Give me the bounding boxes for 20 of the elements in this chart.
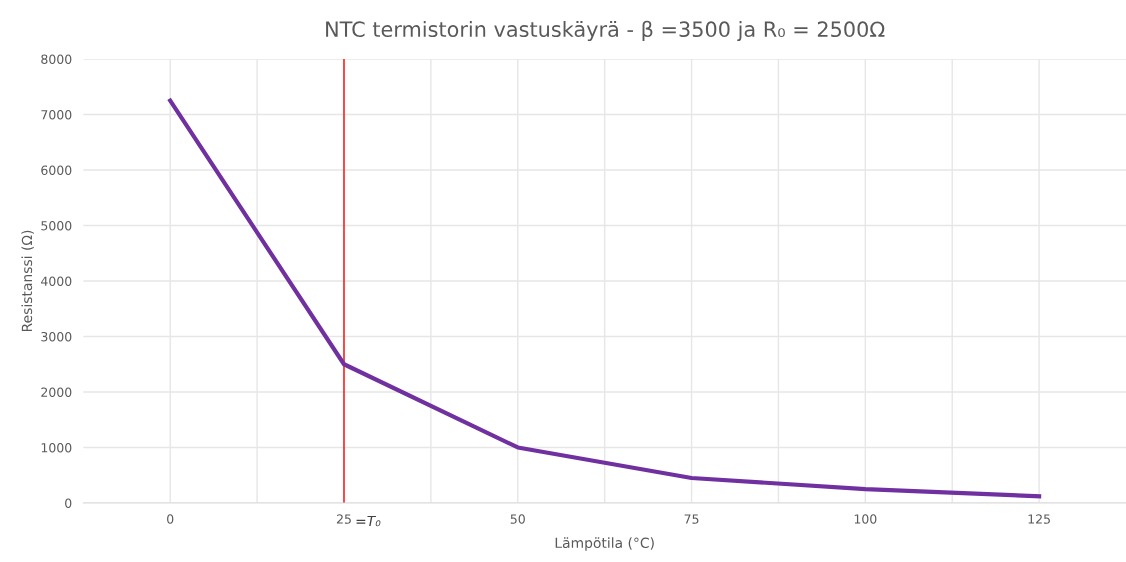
y-tick-label: 2000 [41, 387, 72, 397]
y-tick-label: 8000 [41, 54, 72, 64]
y-axis-title: Resistanssi (Ω) [21, 230, 34, 332]
annotation: =T₀ [356, 515, 381, 527]
y-tick-label: 7000 [41, 109, 72, 120]
chart-title: NTC termistorin vastuskäyrä - β =3500 ja R₀ = 2500Ω [326, 20, 885, 42]
x-tick-label: 75 [684, 514, 699, 524]
y-tick-label: 5000 [41, 220, 72, 231]
x-tick-label: 50 [510, 514, 525, 524]
x-axis-title: Lämpötila (°C) [555, 537, 654, 551]
x-tick-label: 125 [1028, 514, 1050, 524]
y-tick-label: 1000 [41, 442, 72, 453]
x-tick-label: 100 [854, 514, 877, 524]
x-tick-label: 25 [336, 514, 351, 524]
line-series [168, 98, 1042, 499]
y-tick-label: 4000 [41, 276, 72, 286]
y-tick-label: 6000 [41, 165, 72, 175]
y-tick-label: 0 [65, 498, 72, 508]
y-tick-label: 3000 [41, 331, 72, 342]
x-tick-label: 0 [167, 514, 174, 524]
